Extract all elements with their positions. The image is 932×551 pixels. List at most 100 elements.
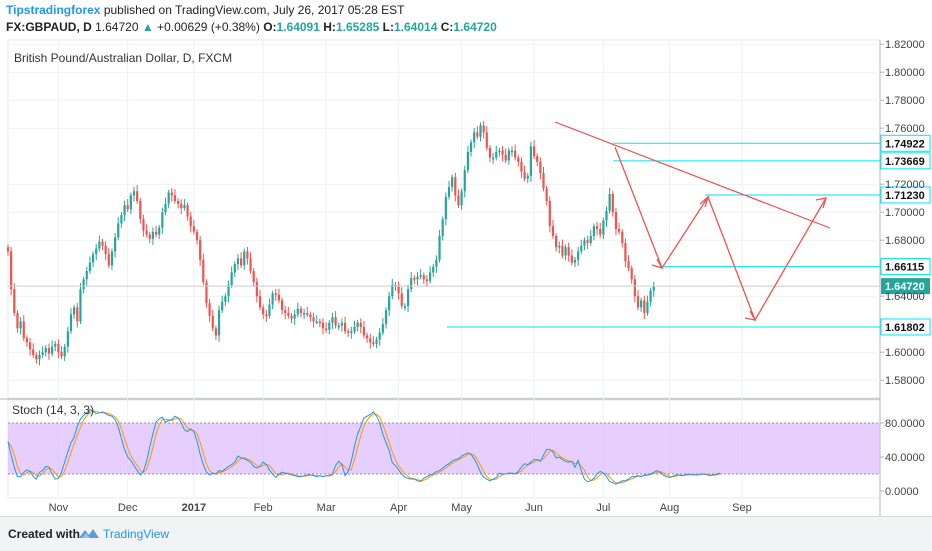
tradingview-logo-icon <box>78 526 100 545</box>
candle-body <box>343 322 347 332</box>
candle-body <box>13 289 16 313</box>
candle-body <box>321 322 325 329</box>
y-tick-label: 1.58000 <box>885 375 925 387</box>
candle-body <box>287 313 290 316</box>
candle-body <box>614 212 618 229</box>
candle-body <box>221 301 224 311</box>
candle-body <box>95 248 98 255</box>
candle-body <box>76 307 79 322</box>
candle-body <box>589 236 592 243</box>
candle-body <box>362 327 366 336</box>
x-tick-label: Apr <box>390 502 407 514</box>
chart-title: British Pound/Australian Dollar, D, FXCM <box>14 51 232 65</box>
axis-labels: 1.82000 1.80000 1.78000 1.76000 1.72000 1.700… <box>49 39 925 514</box>
candle-body <box>640 300 643 308</box>
candle-body <box>447 187 451 197</box>
candle-body <box>460 191 463 206</box>
candle-body <box>217 310 221 336</box>
level-label-box <box>880 186 931 204</box>
candle-body <box>180 203 183 208</box>
candle-body <box>91 254 95 263</box>
y-tick-label: 1.80000 <box>885 67 925 79</box>
candle-body <box>290 315 293 319</box>
x-tick-label: Aug <box>660 502 680 514</box>
level-label-box <box>880 258 931 276</box>
candle-body <box>643 300 646 313</box>
candle-body <box>555 236 558 248</box>
candle-body <box>586 240 589 243</box>
candle-body <box>577 251 580 260</box>
candle-body <box>268 304 271 316</box>
chart-svg[interactable]: 1.74922 1.73669 1.71230 1.66115 1.61802 1.647… <box>0 0 932 516</box>
candle-body <box>41 352 44 355</box>
candle-body <box>173 195 177 201</box>
candle-body <box>309 314 312 318</box>
candle-body <box>192 226 195 232</box>
candle-body <box>410 278 413 290</box>
candle-body <box>183 205 186 208</box>
stoch-title: Stoch (14, 3, 3) <box>12 403 94 417</box>
candle-body <box>274 293 277 296</box>
stoch-y-tick-label: 0.0000 <box>885 486 919 498</box>
candle-body <box>129 195 132 210</box>
candle-body <box>258 296 262 308</box>
candle-body <box>539 161 542 173</box>
candle-body <box>580 245 583 252</box>
candle-body <box>454 177 457 196</box>
candle-body <box>284 310 287 313</box>
candle-body <box>224 296 227 302</box>
candle-body <box>293 314 296 319</box>
candle-body <box>123 205 126 215</box>
y-tick-label: 1.76000 <box>885 123 925 135</box>
author-name[interactable]: Tipstradingforex <box>6 3 101 17</box>
candle-body <box>397 286 400 294</box>
candle-body <box>107 254 110 266</box>
y-tick-label: 1.70000 <box>885 207 925 219</box>
candle-body <box>66 331 69 347</box>
candle-body <box>233 264 236 273</box>
candle-body <box>57 343 60 353</box>
current-price-label: 1.64720 <box>885 281 925 293</box>
candle-body <box>425 279 429 282</box>
candle-body <box>495 152 498 158</box>
candle-body <box>542 173 545 189</box>
candle-body <box>211 315 214 329</box>
candle-body <box>47 348 51 354</box>
candle-body <box>347 331 350 333</box>
candle-body <box>167 192 170 204</box>
candle-body <box>331 317 334 323</box>
projection-arrowheads <box>651 195 827 321</box>
candle-body <box>22 321 25 339</box>
close-label: C: <box>440 20 454 34</box>
candle-body <box>69 314 73 332</box>
candle-body <box>432 266 435 273</box>
candle-body <box>510 150 514 153</box>
candle-body <box>419 275 422 277</box>
candle-body <box>350 331 353 333</box>
candle-body <box>548 201 551 227</box>
candle-body <box>595 226 599 229</box>
candle-body <box>406 289 410 306</box>
candle-body <box>605 210 608 221</box>
current-price-box <box>881 278 930 295</box>
open-value: 1.64091 <box>276 20 320 34</box>
tradingview-brand[interactable]: TradingView <box>103 527 170 541</box>
candle-body <box>88 262 91 271</box>
created-with-label: Created with <box>8 527 81 541</box>
candle-body <box>60 352 63 357</box>
candle-body <box>280 300 284 311</box>
level-label-box <box>880 134 931 152</box>
x-tick-label: May <box>451 502 472 514</box>
candle-body <box>532 146 536 157</box>
stoch-y-tick-label: 80.0000 <box>885 418 925 430</box>
candle-body <box>132 191 136 196</box>
candle-body <box>429 272 432 281</box>
candle-body <box>611 194 614 213</box>
y-tick-label: 1.82000 <box>885 39 925 51</box>
candle-body <box>214 328 217 336</box>
candle-body <box>413 278 416 280</box>
candle-body <box>435 259 438 267</box>
candle-body <box>202 259 205 283</box>
candle-body <box>54 343 57 347</box>
candle-body <box>369 338 372 343</box>
